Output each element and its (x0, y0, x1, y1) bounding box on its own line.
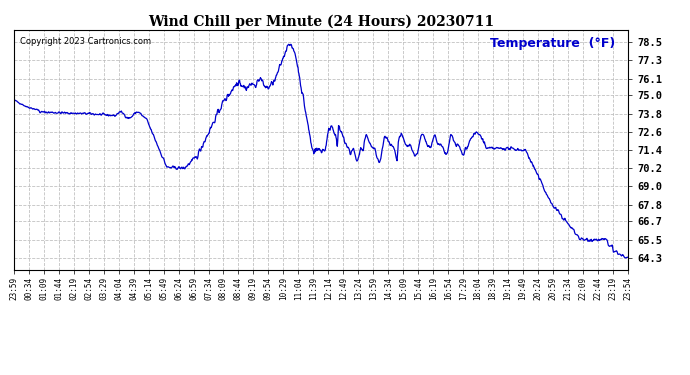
Text: Copyright 2023 Cartronics.com: Copyright 2023 Cartronics.com (20, 37, 151, 46)
Text: Temperature  (°F): Temperature (°F) (491, 37, 615, 50)
Title: Wind Chill per Minute (24 Hours) 20230711: Wind Chill per Minute (24 Hours) 2023071… (148, 15, 494, 29)
